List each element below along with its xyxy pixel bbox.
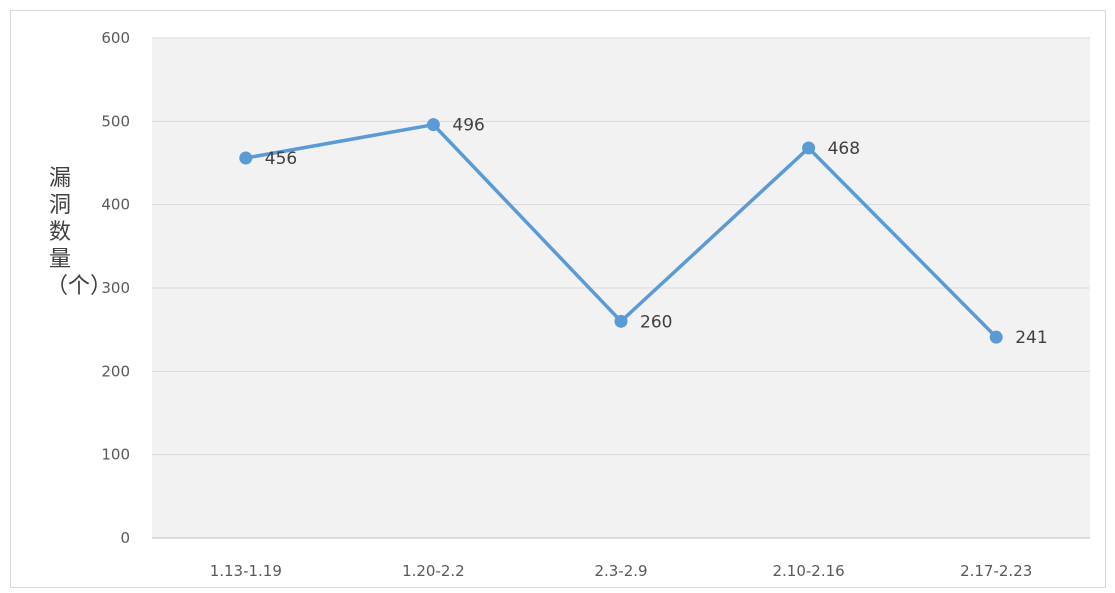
x-tick-label: 2.17-2.23 (960, 562, 1032, 580)
data-label: 468 (828, 139, 860, 159)
x-axis-ticks: 1.13-1.19 1.20-2.2 2.3-2.9 2.10-2.16 2.17-2.… (210, 562, 1033, 580)
x-tick-label: 1.20-2.2 (402, 562, 465, 580)
data-label: 456 (265, 149, 297, 169)
y-axis-ticks: 0 100 200 300 400 500 600 (101, 29, 130, 547)
data-label: 241 (1015, 328, 1047, 348)
data-label: 496 (452, 116, 484, 136)
data-point (614, 314, 628, 328)
series-group: 456 496 260 468 241 (239, 116, 1048, 348)
y-tick-label: 0 (120, 529, 130, 547)
data-point (989, 330, 1003, 344)
y-tick-label: 400 (101, 196, 130, 214)
x-tick-label: 1.13-1.19 (210, 562, 282, 580)
data-label: 260 (640, 312, 672, 332)
y-tick-label: 600 (101, 29, 130, 47)
data-point (802, 141, 816, 155)
gridlines (152, 37, 1090, 539)
x-tick-label: 2.3-2.9 (594, 562, 647, 580)
data-point (239, 151, 253, 165)
y-tick-label: 200 (101, 362, 130, 380)
y-tick-label: 300 (101, 279, 130, 297)
y-tick-label: 100 (101, 446, 130, 464)
y-tick-label: 500 (101, 112, 130, 130)
data-point (426, 118, 440, 132)
x-tick-label: 2.10-2.16 (772, 562, 844, 580)
